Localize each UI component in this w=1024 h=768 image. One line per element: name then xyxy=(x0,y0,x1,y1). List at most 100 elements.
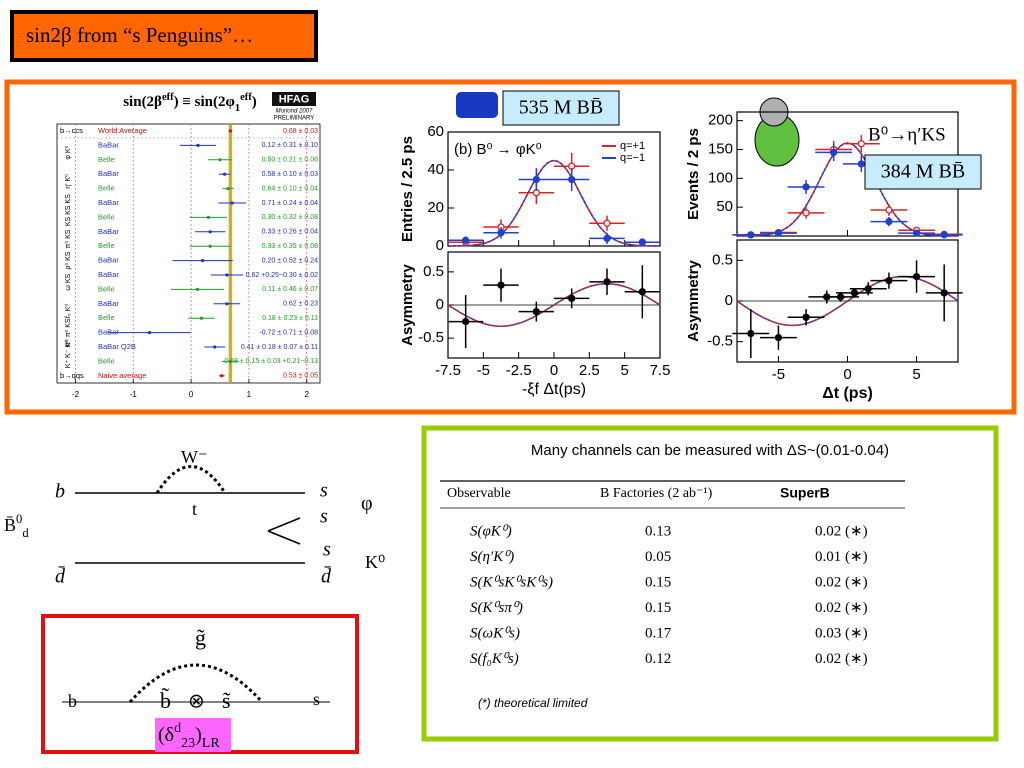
x-tick-label: -2.5 xyxy=(506,362,532,379)
legend-label: q=−1 xyxy=(620,152,645,164)
x-tick-label: -5 xyxy=(477,362,490,379)
hfag-heading: sin(2βeff) ≡ sin(2φ1eff) xyxy=(123,92,257,114)
diagram-label: ⊗ xyxy=(188,691,205,713)
group-label: b→qqs xyxy=(60,371,84,380)
point xyxy=(228,359,233,363)
x-axis-label: Δt (ps) xyxy=(822,385,873,402)
x-tick-label: 0 xyxy=(189,390,194,399)
banner: 535 M BB̄ xyxy=(519,97,603,119)
point xyxy=(885,206,893,214)
y-tick-label: 100 xyxy=(708,169,733,186)
meson-label-part: B̄ xyxy=(4,515,16,535)
group-label: ρ⁰ KS xyxy=(64,251,72,269)
experiment: Belle xyxy=(98,155,115,164)
hfag-frame xyxy=(56,123,321,384)
x-tick-label: -5 xyxy=(772,366,785,383)
y-tick-label: -0.5 xyxy=(418,329,444,346)
y-tick-label: 200 xyxy=(708,112,733,129)
y-axis-label: Events / 2 ps xyxy=(685,128,702,220)
value-label: 0.20 ± 0.52 ± 0.24 xyxy=(262,257,318,264)
table-cell: 0.02 (∗) xyxy=(815,651,868,667)
diagram-label: d̄ xyxy=(55,566,66,588)
table-cell: S(K⁰sπ⁰) xyxy=(470,600,523,616)
hfag-logo-box xyxy=(272,92,316,106)
column-header: SuperB xyxy=(780,485,830,501)
meson-label-part: 0 xyxy=(16,512,22,526)
experiment: BaBar xyxy=(98,169,119,178)
experiment: Belle xyxy=(98,241,115,250)
x-tick-label: -1 xyxy=(130,390,138,399)
plot-label: B⁰→η′KS xyxy=(868,124,946,145)
point xyxy=(603,219,611,227)
x-tick-label: 5 xyxy=(620,362,628,379)
point xyxy=(220,374,224,378)
point xyxy=(885,277,893,285)
delta-label-part: (δ xyxy=(158,724,174,746)
table-cell: S(f₀K⁰s) xyxy=(470,651,519,667)
fit-curve xyxy=(736,275,959,327)
table-cell: 0.01 (∗) xyxy=(815,549,868,565)
x-tick-label: 1 xyxy=(247,390,252,399)
group-label: KS KS KS xyxy=(65,194,72,226)
propagator xyxy=(267,517,301,532)
point xyxy=(208,244,212,248)
point xyxy=(603,278,611,286)
point xyxy=(230,201,234,205)
delta-box xyxy=(155,718,231,752)
point xyxy=(206,215,211,219)
group-label: η′ K⁰ xyxy=(64,174,72,189)
table-caption: Many channels can be measured with ΔS~(0… xyxy=(531,442,889,459)
w-boson xyxy=(155,465,227,494)
group-label: ω KS xyxy=(65,273,72,290)
point xyxy=(912,272,921,281)
point xyxy=(864,285,872,293)
group-label: f₀ K⁰ xyxy=(64,304,72,318)
banner-box xyxy=(502,90,620,126)
experiment: BaBar Q2B xyxy=(98,342,136,351)
table-cell: 0.03 (∗) xyxy=(815,625,868,641)
y-tick-label: 150 xyxy=(708,140,733,157)
group-label: π⁰ π⁰ KS xyxy=(64,318,72,347)
x-tick-label: -7.5 xyxy=(435,362,461,379)
point xyxy=(199,316,204,320)
fit-curve xyxy=(448,159,660,247)
diagram-label: s xyxy=(320,506,328,528)
experiment: Belle xyxy=(98,284,115,293)
point xyxy=(208,230,212,234)
point xyxy=(497,229,505,237)
table-cell: S(η′K⁰) xyxy=(470,549,514,565)
y-axis-label: Asymmetry xyxy=(399,263,416,345)
hfag-heading-part: eff xyxy=(162,92,174,103)
table-cell: 0.13 xyxy=(645,523,671,539)
table-cell: 0.12 xyxy=(645,651,671,667)
point xyxy=(638,238,646,246)
experiment: Naive average xyxy=(98,371,146,380)
value-label: 0.12 ± 0.31 ± 0.10 xyxy=(262,142,318,149)
y-tick-label: 40 xyxy=(427,161,444,178)
point xyxy=(802,209,810,217)
x-tick-label: 7.5 xyxy=(650,362,671,379)
value-label: 0.33 ± 0.26 ± 0.04 xyxy=(262,229,318,236)
value-label: 0.18 ± 0.23 ± 0.11 xyxy=(262,315,318,322)
plot-label: (b) B⁰ → φK⁰ xyxy=(454,141,542,158)
delta-label-part: LR xyxy=(202,736,221,751)
gluino-line xyxy=(128,663,264,703)
fit-curve xyxy=(448,159,660,247)
diagram-label: s xyxy=(313,689,320,709)
value-label: 0.58 ± 0.10 ± 0.03 xyxy=(262,171,318,178)
y-tick-label: 0.5 xyxy=(423,263,444,280)
experiment: Belle xyxy=(98,356,115,365)
experiment: Belle xyxy=(98,212,115,221)
y-tick-label: 0 xyxy=(436,237,444,254)
x-tick-label: 2 xyxy=(304,390,309,399)
delta-label-part: ) xyxy=(195,724,202,746)
hfag-heading-part: ) xyxy=(252,94,257,110)
point xyxy=(940,231,948,239)
x-axis-label: -ξf Δt(ps) xyxy=(522,381,586,398)
diagram-label: g̃ xyxy=(195,625,206,650)
point xyxy=(195,287,200,291)
point xyxy=(225,273,229,277)
belle-logo xyxy=(456,92,498,118)
